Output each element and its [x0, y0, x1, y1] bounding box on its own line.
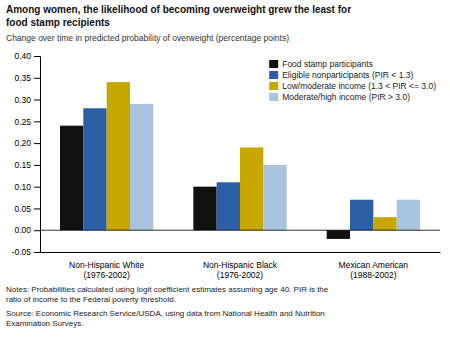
- y-tick-mark: [34, 100, 40, 101]
- y-tick: 0.35: [14, 73, 40, 83]
- x-tick: Non-Hispanic Black(1976-2002): [203, 260, 278, 280]
- bar: [60, 126, 83, 231]
- legend: Food stamp participantsEligible nonparti…: [269, 59, 436, 102]
- legend-swatch: [269, 71, 278, 79]
- y-tick: 0.25: [14, 117, 40, 127]
- x-axis: Non-Hispanic White(1976-2002)Non-Hispani…: [41, 253, 441, 280]
- annotation-line: Examination Surveys.: [6, 319, 83, 328]
- annotation-line: ratio of income to the Federal poverty t…: [6, 295, 176, 304]
- y-tick-mark: [34, 56, 40, 57]
- legend-label: Low/moderate income (1.3 < PIR <= 3.0): [282, 81, 436, 91]
- legend-label: Moderate/high income (PIR > 3.0): [282, 92, 410, 102]
- y-tick: 0.20: [14, 138, 40, 148]
- legend-item: Food stamp participants: [269, 59, 373, 69]
- title: Among women, the likelihood of becoming …: [6, 4, 351, 28]
- bar: [217, 182, 240, 230]
- x-tick: Non-Hispanic White(1976-2002): [69, 260, 144, 280]
- legend-label: Eligible nonparticipants (PIR < 1.3): [282, 70, 413, 80]
- x-tick-label: Non-Hispanic Black(1976-2002): [203, 260, 278, 280]
- baseline: [40, 230, 440, 231]
- x-tick-label-line: (1976-2002): [84, 270, 130, 280]
- bar: [397, 200, 420, 230]
- y-tick-label: 0.15: [14, 160, 31, 170]
- y-tick-label: 0.30: [14, 95, 31, 105]
- plot: -0.05 0.00 0.05 0.10 0.15 0.20 0.25 0.30 0.35 0.4…: [12, 51, 441, 280]
- y-axis-line: [34, 57, 41, 253]
- y-tick-mark: [34, 230, 40, 231]
- bar: [327, 230, 350, 239]
- x-tick-label-line: (1976-2002): [217, 270, 263, 280]
- title-line: food stamp recipients: [6, 17, 110, 28]
- legend-swatch: [269, 82, 278, 90]
- legend-item: Eligible nonparticipants (PIR < 1.3): [269, 70, 413, 80]
- x-tick-label: Non-Hispanic White(1976-2002): [69, 260, 144, 280]
- legend-item: Low/moderate income (1.3 < PIR <= 3.0): [269, 81, 436, 91]
- y-tick-label: -0.05: [12, 247, 32, 257]
- y-tick: 0.10: [14, 182, 40, 192]
- annotation: Source: Economic Research Service/USDA, …: [6, 309, 325, 328]
- y-tick-mark: [34, 252, 40, 253]
- bar: [83, 108, 106, 230]
- bar: [373, 217, 396, 230]
- y-tick-mark: [34, 165, 40, 166]
- y-tick: 0.05: [14, 204, 40, 214]
- legend-label: Food stamp participants: [282, 59, 373, 69]
- y-tick: -0.05: [12, 247, 40, 257]
- y-tick-mark: [34, 78, 40, 79]
- x-tick-label-line: Mexican American: [339, 260, 409, 270]
- subtitle: Change over time in predicted probabilit…: [6, 33, 289, 43]
- y-tick-mark: [34, 187, 40, 188]
- y-tick-mark: [34, 121, 40, 122]
- x-tick-label: Mexican American(1988-2002): [339, 260, 409, 280]
- annotation-line: Notes: Probabilities calculated using lo…: [6, 285, 329, 294]
- y-tick-label: 0.00: [14, 225, 31, 235]
- bar-series: [130, 104, 420, 230]
- y-tick-label: 0.05: [14, 204, 31, 214]
- y-axis: -0.05 0.00 0.05 0.10 0.15 0.20 0.25 0.30 0.35 0.4…: [12, 51, 41, 257]
- annotation-line: Source: Economic Research Service/USDA, …: [6, 309, 325, 318]
- bar: [107, 82, 130, 230]
- y-tick: 0.40: [14, 51, 40, 61]
- x-tick-label-line: Non-Hispanic White: [69, 260, 144, 270]
- x-axis-line: [41, 252, 441, 253]
- bars: [60, 82, 420, 239]
- y-tick-label: 0.40: [14, 51, 31, 61]
- y-tick-mark: [34, 143, 40, 144]
- bar: [130, 104, 153, 230]
- x-tick: Mexican American(1988-2002): [339, 260, 409, 280]
- y-tick-label: 0.35: [14, 73, 31, 83]
- bar: [350, 200, 373, 230]
- chart: Among women, the likelihood of becoming …: [0, 0, 450, 340]
- annotation: Notes: Probabilities calculated using lo…: [6, 285, 329, 304]
- x-tick-label-line: (1988-2002): [350, 270, 396, 280]
- bar-series: [107, 82, 397, 230]
- x-tick-label-line: Non-Hispanic Black: [203, 260, 278, 270]
- y-tick-mark: [34, 208, 40, 209]
- y-tick-label: 0.20: [14, 138, 31, 148]
- legend-swatch: [269, 60, 278, 68]
- y-tick-label: 0.25: [14, 117, 31, 127]
- bar: [263, 165, 286, 230]
- title-line: Among women, the likelihood of becoming …: [6, 4, 351, 15]
- y-tick: 0.15: [14, 160, 40, 170]
- y-tick: 0.00: [14, 225, 40, 235]
- bar: [193, 187, 216, 231]
- y-tick-label: 0.10: [14, 182, 31, 192]
- legend-swatch: [269, 93, 278, 101]
- legend-item: Moderate/high income (PIR > 3.0): [269, 92, 410, 102]
- y-tick: 0.30: [14, 95, 40, 105]
- bar: [240, 147, 263, 230]
